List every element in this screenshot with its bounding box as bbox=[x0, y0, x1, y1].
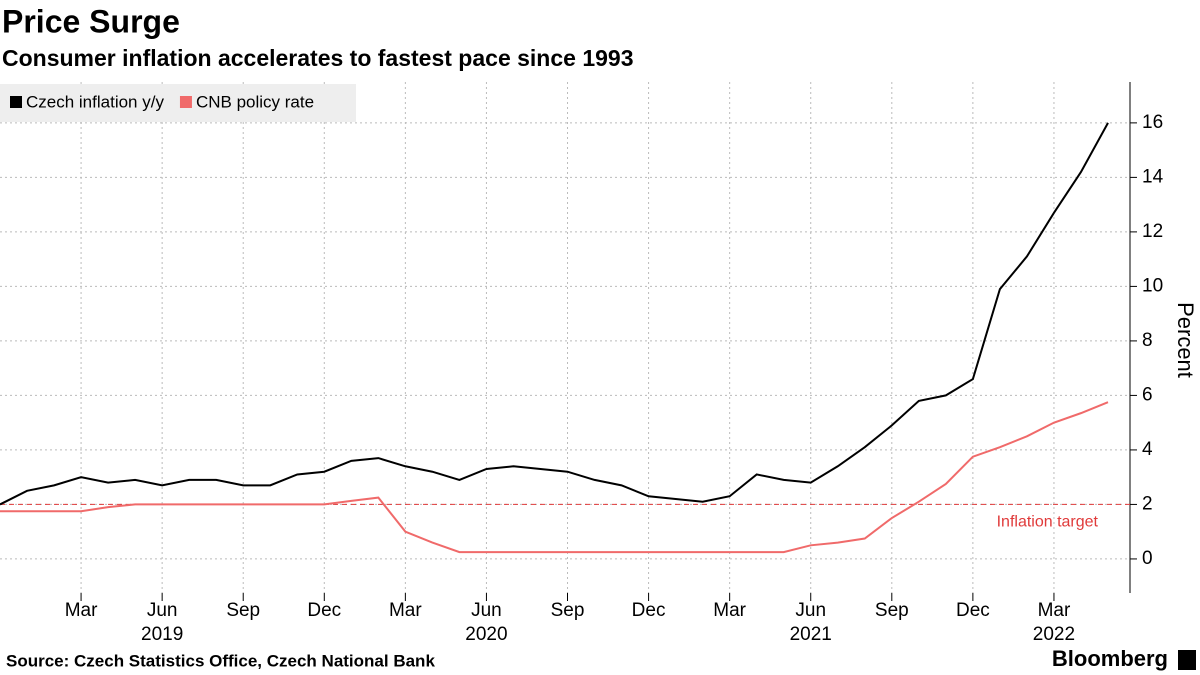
x-tick-label: Jun bbox=[147, 600, 178, 621]
x-tick-label: Sep bbox=[875, 600, 909, 621]
x-year-label: 2019 bbox=[141, 624, 183, 645]
x-year-label: 2022 bbox=[1033, 624, 1075, 645]
y-tick-label: 8 bbox=[1142, 330, 1153, 351]
x-tick-label: Mar bbox=[713, 600, 746, 621]
y-tick-label: 6 bbox=[1142, 384, 1153, 405]
y-tick-label: 12 bbox=[1142, 221, 1163, 242]
chart-subtitle: Consumer inflation accelerates to fastes… bbox=[2, 45, 634, 71]
legend-label: CNB policy rate bbox=[196, 92, 314, 111]
x-tick-label: Mar bbox=[389, 600, 422, 621]
y-tick-label: 16 bbox=[1142, 112, 1163, 133]
y-tick-label: 2 bbox=[1142, 493, 1153, 514]
y-axis-label: Percent bbox=[1173, 302, 1198, 378]
y-tick-label: 4 bbox=[1142, 439, 1153, 460]
x-tick-label: Sep bbox=[551, 600, 585, 621]
x-tick-label: Dec bbox=[956, 600, 990, 621]
x-tick-label: Dec bbox=[307, 600, 341, 621]
brand: Bloomberg bbox=[1052, 646, 1168, 671]
legend-swatch bbox=[179, 96, 192, 108]
brand-icon bbox=[1178, 650, 1196, 670]
y-tick-label: 10 bbox=[1142, 275, 1163, 296]
legend-label: Czech inflation y/y bbox=[26, 92, 164, 111]
source: Source: Czech Statistics Office, Czech N… bbox=[6, 651, 435, 670]
x-tick-label: Jun bbox=[795, 600, 826, 621]
x-year-label: 2021 bbox=[790, 624, 832, 645]
x-tick-label: Jun bbox=[471, 600, 502, 621]
x-tick-label: Sep bbox=[226, 600, 260, 621]
legend-swatch bbox=[10, 96, 22, 108]
y-tick-label: 0 bbox=[1142, 548, 1153, 569]
x-tick-label: Mar bbox=[65, 600, 98, 621]
x-tick-label: Dec bbox=[632, 600, 666, 621]
legend-bg bbox=[0, 84, 356, 122]
line-series bbox=[0, 401, 1109, 554]
x-year-label: 2020 bbox=[465, 624, 507, 645]
reference-label: Inflation target bbox=[997, 514, 1099, 531]
line-series bbox=[0, 122, 1109, 506]
x-tick-label: Mar bbox=[1038, 600, 1071, 621]
chart-title: Price Surge bbox=[2, 3, 180, 39]
y-tick-label: 14 bbox=[1142, 166, 1164, 187]
